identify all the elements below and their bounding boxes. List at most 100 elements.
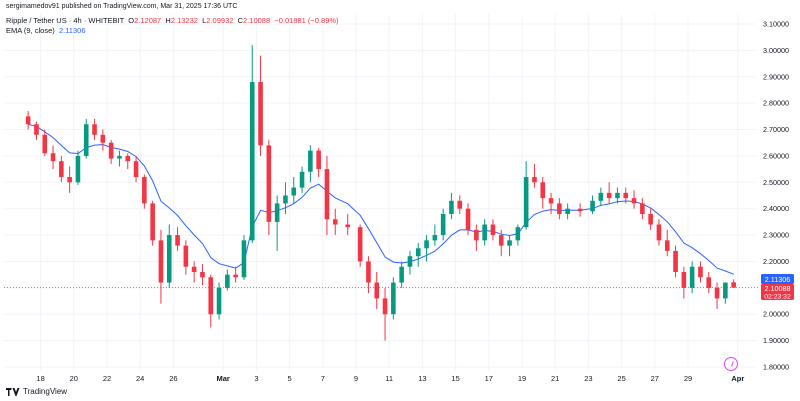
x-tick-label: 18 [36,374,44,383]
candle-down [577,208,583,212]
candle-down [357,227,363,262]
footer-brand[interactable]: TradingView [6,387,67,396]
high-label: H [165,16,171,25]
candle-down [316,150,321,170]
candle-down [474,229,479,241]
ema-price-tag-bg [761,274,794,284]
y-tick-label: 2.40000 [763,204,789,213]
candle-down [532,177,537,183]
candle-up [415,248,421,257]
candle-up [83,124,89,156]
x-tick-label: 24 [136,374,144,383]
candle-down [258,82,263,146]
y-tick-label: 1.80000 [763,363,789,372]
close-price-tag-bg [761,284,794,300]
candle-up [424,240,429,249]
close-label: C [237,16,244,25]
x-tick-label: 20 [70,374,78,383]
x-tick-label: 13 [418,374,426,383]
ema-price-tag: 2.11306 [765,275,790,284]
candle-down [540,182,546,199]
candle-down [656,224,662,241]
candle-up [283,195,288,204]
candle-down [681,272,687,288]
y-tick-label: 2.90000 [763,72,789,81]
x-tick-label: 19 [518,374,526,383]
candle-down [150,203,155,241]
x-tick-label: 26 [169,374,177,383]
candle-up [515,227,521,241]
x-tick-label: 11 [385,374,393,383]
candle-up [565,208,570,214]
candle-down [673,250,678,273]
candle-down [345,224,350,228]
candle-down [698,266,703,278]
price-tags: 2.11306 2.10088 02:23:32 [761,274,794,301]
change-value: −0.01881 (−0.89%) [274,16,339,25]
x-tick-label: 3 [254,374,258,383]
y-tick-label: 3.00000 [763,46,789,55]
candle-down [200,272,205,278]
candle-down [332,219,338,225]
publisher-line: sergimamedov91 published on TradingView.… [6,3,238,10]
y-tick-label: 1.90000 [763,336,789,345]
candle-up [590,200,595,212]
y-tick-label: 2.20000 [763,257,789,266]
candles [25,45,736,341]
tradingview-logo-icon [6,387,20,396]
close-value: 2.10088 [243,16,271,25]
symbol-label[interactable]: Ripple / Tether US · 4h · WHITEBIT [6,16,125,25]
candle-up [507,240,512,246]
candle-down [92,124,97,135]
candle-down [183,245,189,267]
candle-up [225,274,230,288]
x-tick-label: 27 [651,374,659,383]
candle-down [59,161,64,178]
candle-down [374,282,380,299]
x-tick-label: 5 [288,374,292,383]
candle-up [432,235,438,241]
candle-down [465,208,471,230]
ohlc-row: Ripple / Tether US · 4h · WHITEBIT O2.12… [6,16,339,26]
candle-down [266,145,272,222]
candle-up [689,266,695,288]
x-tick-label: 9 [354,374,358,383]
close-price-tag: 2.10088 [765,284,791,293]
candle-down [366,261,371,283]
ema-label[interactable]: EMA (9, close) [6,26,55,35]
candle-down [490,224,496,236]
y-tick-label: 2.50000 [763,178,789,187]
candle-up [523,177,529,228]
y-tick-label: 2.00000 [763,310,789,319]
candle-down [548,198,554,204]
candle-up [407,256,413,267]
x-tick-label: Mar [217,374,230,383]
x-tick-label: 15 [451,374,459,383]
ema-line [27,123,734,275]
candle-down [631,198,637,204]
candle-down [42,134,48,154]
candle-down [498,235,504,246]
candle-down [648,213,653,225]
candle-down [125,155,131,162]
x-tick-label: 17 [485,374,493,383]
candle-down [108,142,114,159]
alert-clock-icon[interactable] [724,357,738,371]
candle-down [664,240,670,251]
candle-up [249,82,255,241]
x-tick-label: 23 [584,374,592,383]
candle-up [482,224,487,241]
x-tick-label: Apr [731,374,744,383]
candle-up [241,240,247,278]
candle-up [117,155,122,159]
footer-brand-label: TradingView [23,387,68,396]
price-axis: 3.10000 3.00000 2.90000 2.80000 2.70000 2.600… [763,20,789,372]
open-value: 2.12087 [134,16,162,25]
open-label: O [128,16,135,25]
x-tick-label: 25 [617,374,625,383]
candle-up [75,155,81,183]
y-tick-label: 2.70000 [763,125,789,134]
candle-down [714,287,720,299]
low-label: L [202,16,207,25]
